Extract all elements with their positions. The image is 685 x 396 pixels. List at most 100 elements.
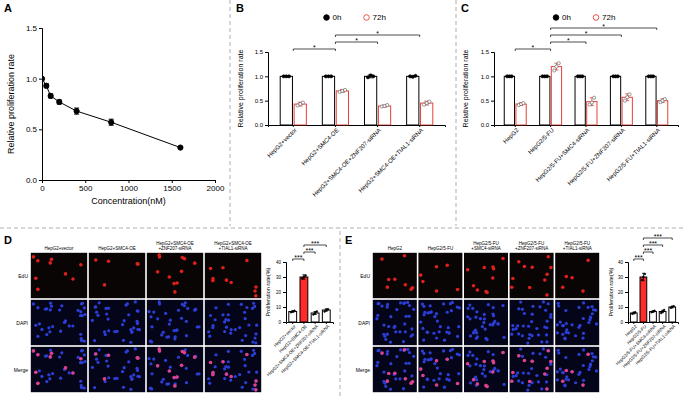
- nucleus: [442, 349, 445, 352]
- significance-label: *: [602, 23, 605, 30]
- tick-label: HepG2+SMC4-OE+ZNF207-siRNA: [266, 324, 319, 377]
- nucleus: [164, 312, 167, 315]
- nucleus: [398, 377, 401, 380]
- micrograph-background: [31, 300, 87, 345]
- tick: 10: [618, 305, 628, 310]
- nucleus: [438, 330, 441, 333]
- nucleus: [497, 369, 500, 372]
- nucleus: [45, 380, 48, 383]
- significance: ***: [293, 30, 419, 52]
- nucleus: [136, 357, 139, 360]
- edu-signal: [158, 255, 162, 259]
- nucleus: [251, 388, 254, 391]
- nucleus: [76, 309, 79, 312]
- edu-signal: [221, 360, 225, 364]
- edu-signal: [545, 293, 549, 297]
- replicate-point: [590, 101, 593, 104]
- tick-mark: [215, 180, 216, 183]
- nucleus: [530, 334, 533, 337]
- tick: HepG2+SMC4-OE+ZNF207-siRNA: [266, 322, 319, 377]
- tick: HepG2+SMC4-OE+ZNF207-siRNA: [311, 125, 382, 198]
- tick: 0: [620, 320, 628, 325]
- nucleus: [479, 317, 482, 320]
- edu-signal: [254, 388, 258, 392]
- nucleus: [481, 372, 484, 375]
- nucleus: [80, 337, 83, 340]
- nucleus: [557, 304, 560, 307]
- nucleus: [107, 329, 110, 332]
- bar: [551, 67, 561, 125]
- nucleus: [83, 387, 86, 390]
- y-axis: 0.00.51.01.5: [26, 24, 43, 185]
- nucleus: [245, 306, 248, 309]
- tick-label: 1000: [120, 184, 138, 193]
- nucleus: [162, 378, 165, 381]
- edu-signal: [209, 361, 213, 365]
- nucleus: [531, 313, 534, 316]
- edu-signal: [411, 286, 415, 290]
- edu-signal: [229, 375, 233, 379]
- edu-signal: [492, 361, 496, 365]
- legend: 0h72h: [553, 13, 615, 22]
- edu-signal: [404, 283, 408, 287]
- nucleus: [49, 308, 52, 311]
- edu-signal: [411, 380, 415, 384]
- nucleus: [435, 383, 438, 386]
- nucleus: [545, 340, 548, 343]
- replicate-point: [662, 311, 664, 313]
- nucleus: [528, 380, 531, 383]
- nucleus: [181, 303, 184, 306]
- nucleus: [208, 335, 211, 338]
- nucleus: [410, 374, 413, 377]
- nucleus: [224, 318, 227, 321]
- edu-signal: [491, 276, 495, 280]
- micrograph: [205, 347, 261, 392]
- nucleus: [559, 368, 562, 371]
- tick: 1500: [163, 180, 181, 193]
- edu-signal: [173, 384, 177, 388]
- nucleus: [223, 330, 226, 333]
- error-bar: [57, 100, 62, 104]
- replicate-point: [301, 278, 303, 280]
- nucleus: [185, 320, 188, 323]
- nucleus: [443, 339, 446, 342]
- nucleus: [592, 355, 595, 358]
- nucleus: [549, 316, 552, 319]
- nucleus: [399, 348, 402, 351]
- tick-mark: [172, 180, 173, 183]
- nucleus: [447, 373, 450, 376]
- bar: [378, 106, 390, 125]
- edu-signal: [545, 366, 549, 370]
- nucleus: [403, 369, 406, 372]
- edu-signal: [586, 259, 590, 263]
- nucleus: [556, 323, 559, 326]
- nucleus: [243, 358, 246, 361]
- edu-signal: [253, 383, 257, 387]
- nucleus: [510, 333, 513, 336]
- replicate-point: [673, 305, 675, 307]
- edu-signal: [34, 276, 38, 280]
- column-label: HepG2/5-FU+TIAL1-siRNA: [563, 241, 592, 251]
- nucleus: [103, 330, 106, 333]
- edu-signal: [546, 349, 550, 353]
- tick-label: 1.0: [26, 75, 38, 84]
- bar: [322, 76, 334, 125]
- tick-mark: [491, 125, 494, 126]
- error-bar: [48, 94, 53, 98]
- tick-label: 1.0: [255, 74, 264, 80]
- micrograph-background: [31, 253, 87, 298]
- nucleus: [165, 335, 168, 338]
- micrograph-background: [205, 347, 261, 392]
- micrograph-panel: HepG2HepG2/5-FUHepG2/5-FU+SMC4-siRNAHepG…: [356, 241, 599, 392]
- nucleus: [208, 382, 211, 385]
- nucleus: [91, 366, 94, 369]
- nucleus: [134, 300, 137, 303]
- nucleus: [435, 359, 438, 362]
- nucleus: [591, 359, 594, 362]
- nucleus: [113, 330, 116, 333]
- micrograph: [31, 347, 87, 392]
- tick: 40: [618, 260, 628, 265]
- panel-label: C: [461, 2, 469, 14]
- edu-signal: [561, 379, 565, 383]
- replicate-point: [294, 310, 296, 312]
